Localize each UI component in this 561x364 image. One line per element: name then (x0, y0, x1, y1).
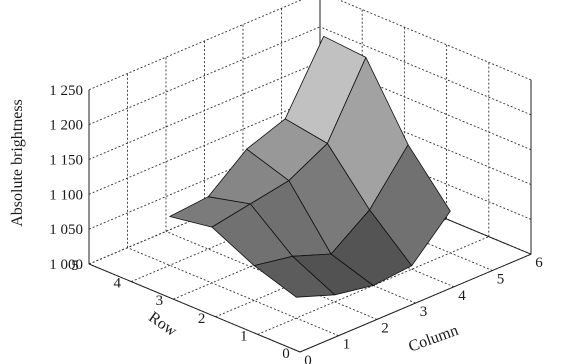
z-tick-label: 1 150 (49, 152, 83, 168)
x-tick-label: 3 (420, 304, 428, 320)
x-tick-label: 5 (497, 272, 505, 288)
y-axis-label: Row (145, 309, 180, 341)
z-tick-label: 1 050 (49, 222, 83, 238)
x-tick-label: 4 (458, 288, 466, 304)
back-wall-grid-line (88, 96, 321, 195)
x-axis-label: Column (406, 322, 460, 356)
y-tick-label: 4 (113, 276, 121, 292)
y-axis-line (88, 263, 301, 353)
back-wall-grid-line (88, 61, 321, 160)
back-wall-grid-line (88, 26, 321, 126)
x-axis-line (299, 253, 532, 353)
z-tick-label: 1 000 (49, 257, 83, 273)
z-tick-label: 1 250 (49, 83, 83, 99)
z-tick-label: 1 100 (49, 187, 83, 203)
y-tick-label: 3 (156, 293, 164, 309)
x-tick-label: 1 (343, 337, 351, 353)
z-axis-label: Absolute brightness (9, 99, 26, 227)
x-tick-label: 0 (304, 353, 312, 364)
y-tick-label: 5 (71, 258, 79, 274)
surface-layer (169, 35, 451, 298)
tick-labels: 1 000 1 050 1 100 1 150 1 200 1 250 0 1 2 3 4 5 6 0 1 2… (49, 83, 543, 364)
x-tick-label: 2 (381, 320, 389, 336)
surface-patch (369, 144, 451, 267)
y-tick-label: 0 (282, 346, 290, 362)
x-tick-label: 6 (535, 255, 543, 271)
back-wall-grid-line (88, 0, 303, 91)
y-tick-label: 2 (198, 311, 206, 327)
z-tick-label: 1 200 (49, 118, 83, 134)
y-tick-label: 1 (240, 328, 248, 344)
